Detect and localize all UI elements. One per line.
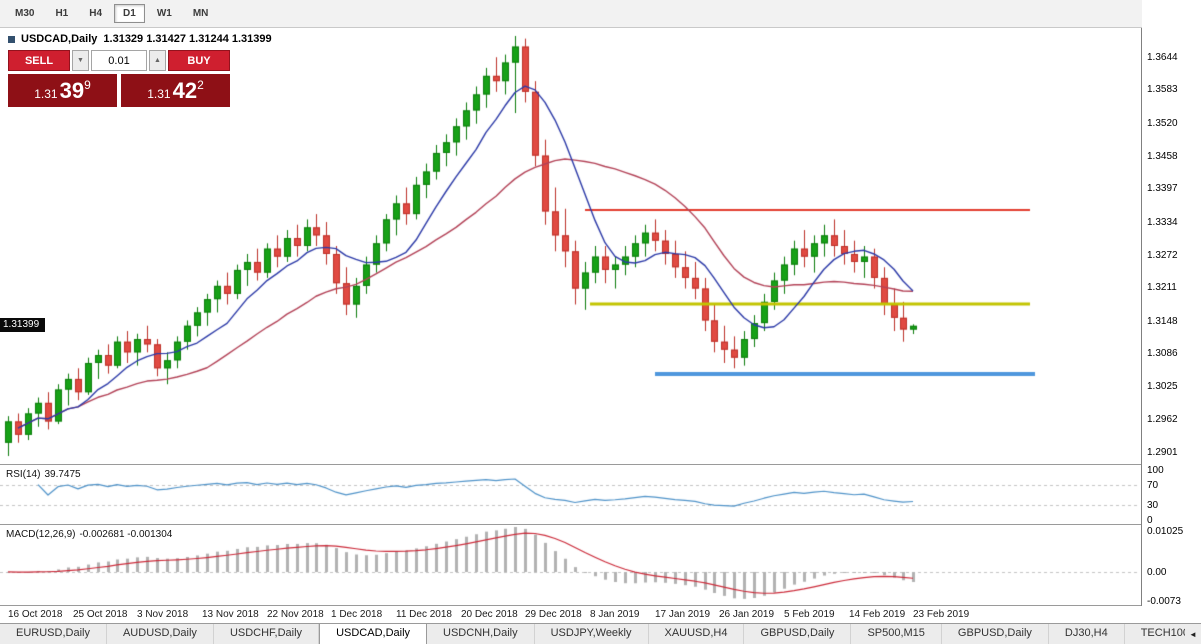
price-axis-label: 70 — [1147, 480, 1159, 491]
chart-title: USDCAD,Daily 1.31329 1.31427 1.31244 1.3… — [8, 33, 272, 45]
chevron-down-icon: ▼ — [77, 57, 84, 64]
price-axis-label: 1.3148 — [1147, 316, 1178, 327]
chevron-up-icon: ▲ — [154, 57, 161, 64]
tab-xauusd-h4[interactable]: XAUUSD,H4 — [649, 624, 745, 644]
ask-price-tile[interactable]: 1.31 42 2 — [121, 74, 230, 107]
price-axis-label: 1.3211 — [1147, 282, 1177, 293]
ask-price-point: 2 — [197, 78, 204, 92]
lot-decrease-button[interactable]: ▼ — [72, 50, 89, 71]
ask-price-whole: 1.31 — [147, 86, 171, 101]
tab-audusd-daily[interactable]: AUDUSD,Daily — [107, 624, 214, 644]
date-axis-label: 23 Feb 2019 — [913, 609, 970, 620]
price-axis-label: 1.3397 — [1147, 183, 1178, 194]
buy-button[interactable]: BUY — [168, 50, 230, 71]
sell-button[interactable]: SELL — [8, 50, 70, 71]
date-axis-label: 26 Jan 2019 — [719, 609, 775, 620]
price-axis-label: 1.2962 — [1147, 414, 1178, 425]
macd-label: MACD(12,26,9) — [6, 529, 76, 540]
lot-increase-button[interactable]: ▲ — [149, 50, 166, 71]
scroll-left-icon: ◄ — [1189, 630, 1197, 639]
tab-sp500-m15[interactable]: SP500,M15 — [851, 624, 942, 644]
timeframe-button-h1[interactable]: H1 — [46, 4, 77, 23]
pane-separator[interactable] — [0, 464, 1201, 466]
tab-gbpusd-daily[interactable]: GBPUSD,Daily — [942, 624, 1049, 644]
date-axis-label: 16 Oct 2018 — [8, 609, 63, 620]
macd-values: -0.002681 -0.001304 — [79, 529, 173, 540]
rsi-header: RSI(14) 39.7475 — [6, 469, 81, 480]
price-axis-label: 1.3458 — [1147, 151, 1178, 162]
timeframe-toolbar: M30 H1 H4 D1 W1 MN — [0, 0, 1201, 28]
bid-price-pips: 39 — [59, 77, 85, 103]
price-axis-label: 1.3520 — [1147, 118, 1178, 129]
date-axis-label: 3 Nov 2018 — [137, 609, 189, 620]
price-axis-label: -0.0073 — [1147, 596, 1181, 607]
price-axis-label: 1.3272 — [1147, 250, 1178, 261]
price-axis-label: 1.3086 — [1147, 348, 1178, 359]
pane-separator — [0, 605, 1201, 606]
macd-header: MACD(12,26,9) -0.002681 -0.001304 — [6, 529, 172, 540]
rsi-label: RSI(14) — [6, 469, 41, 480]
price-axis-label: 1.3644 — [1147, 52, 1178, 63]
date-axis-label: 14 Feb 2019 — [849, 609, 906, 620]
lot-size-input[interactable] — [91, 50, 147, 71]
rsi-pane[interactable] — [0, 466, 1140, 524]
bid-price-tile[interactable]: 1.31 39 9 — [8, 74, 117, 107]
date-axis-label: 1 Dec 2018 — [331, 609, 383, 620]
date-axis-label: 5 Feb 2019 — [784, 609, 835, 620]
bid-price-point: 9 — [84, 78, 91, 92]
chart-symbol-period: USDCAD,Daily — [21, 33, 98, 45]
timeframe-button-w1[interactable]: W1 — [148, 4, 181, 23]
timeframe-button-h4[interactable]: H4 — [80, 4, 111, 23]
price-axis-label: 100 — [1147, 465, 1164, 476]
price-axis-label: 1.3583 — [1147, 84, 1178, 95]
date-axis-label: 11 Dec 2018 — [396, 609, 452, 620]
date-axis-label: 25 Oct 2018 — [73, 609, 128, 620]
rsi-value: 39.7475 — [44, 469, 81, 480]
price-axis-label: 1.3334 — [1147, 217, 1178, 228]
tab-usdcnh-daily[interactable]: USDCNH,Daily — [427, 624, 535, 644]
tab-scroll-left-button[interactable]: ◄ — [1185, 625, 1201, 644]
one-click-trading-panel: SELL ▼ ▲ BUY 1.31 39 9 1.31 42 2 — [8, 50, 230, 107]
current-price-tag: 1.31399 — [0, 318, 46, 332]
tab-eurusd-daily[interactable]: EURUSD,Daily — [0, 624, 107, 644]
date-axis-label: 17 Jan 2019 — [655, 609, 711, 620]
date-axis[interactable]: 16 Oct 2018 25 Oct 2018 3 Nov 2018 13 Nov 2… — [0, 606, 1140, 623]
date-axis-label: 8 Jan 2019 — [590, 609, 640, 620]
timeframe-button-d1[interactable]: D1 — [114, 4, 145, 23]
price-axis-label: 0 — [1147, 515, 1153, 526]
price-axis[interactable]: 1.3644 1.3583 1.3520 1.3458 1.3397 1.3334 1.32… — [1142, 0, 1201, 623]
tab-gbpusd-daily[interactable]: GBPUSD,Daily — [744, 624, 852, 644]
date-axis-label: 20 Dec 2018 — [461, 609, 518, 620]
macd-pane[interactable] — [0, 526, 1140, 606]
tab-usdchf-daily[interactable]: USDCHF,Daily — [214, 624, 320, 644]
date-axis-label: 22 Nov 2018 — [267, 609, 324, 620]
date-axis-label: 29 Dec 2018 — [525, 609, 582, 620]
ask-price-pips: 42 — [172, 77, 198, 103]
price-axis-label: 30 — [1147, 500, 1159, 511]
tab-usdjpy-weekly[interactable]: USDJPY,Weekly — [535, 624, 649, 644]
timeframe-button-mn[interactable]: MN — [184, 4, 218, 23]
pane-separator[interactable] — [0, 524, 1201, 526]
chart-symbol-icon — [8, 35, 15, 43]
chart-ohlc-values: 1.31329 1.31427 1.31244 1.31399 — [103, 33, 272, 45]
symbol-tab-bar: ◄ EURUSD,Daily AUDUSD,Daily USDCHF,Daily US… — [0, 623, 1201, 644]
tab-usdcad-daily[interactable]: USDCAD,Daily — [319, 624, 428, 644]
bid-price-whole: 1.31 — [34, 86, 58, 101]
date-axis-label: 13 Nov 2018 — [202, 609, 259, 620]
price-axis-label: 1.3025 — [1147, 381, 1178, 392]
price-axis-label: 0.01025 — [1147, 526, 1184, 537]
price-axis-label: 1.2901 — [1147, 447, 1178, 458]
price-axis-border — [1141, 28, 1142, 606]
timeframe-button-m30[interactable]: M30 — [6, 4, 43, 23]
price-axis-label: 0.00 — [1147, 567, 1167, 578]
tab-dj30-h4[interactable]: DJ30,H4 — [1049, 624, 1125, 644]
